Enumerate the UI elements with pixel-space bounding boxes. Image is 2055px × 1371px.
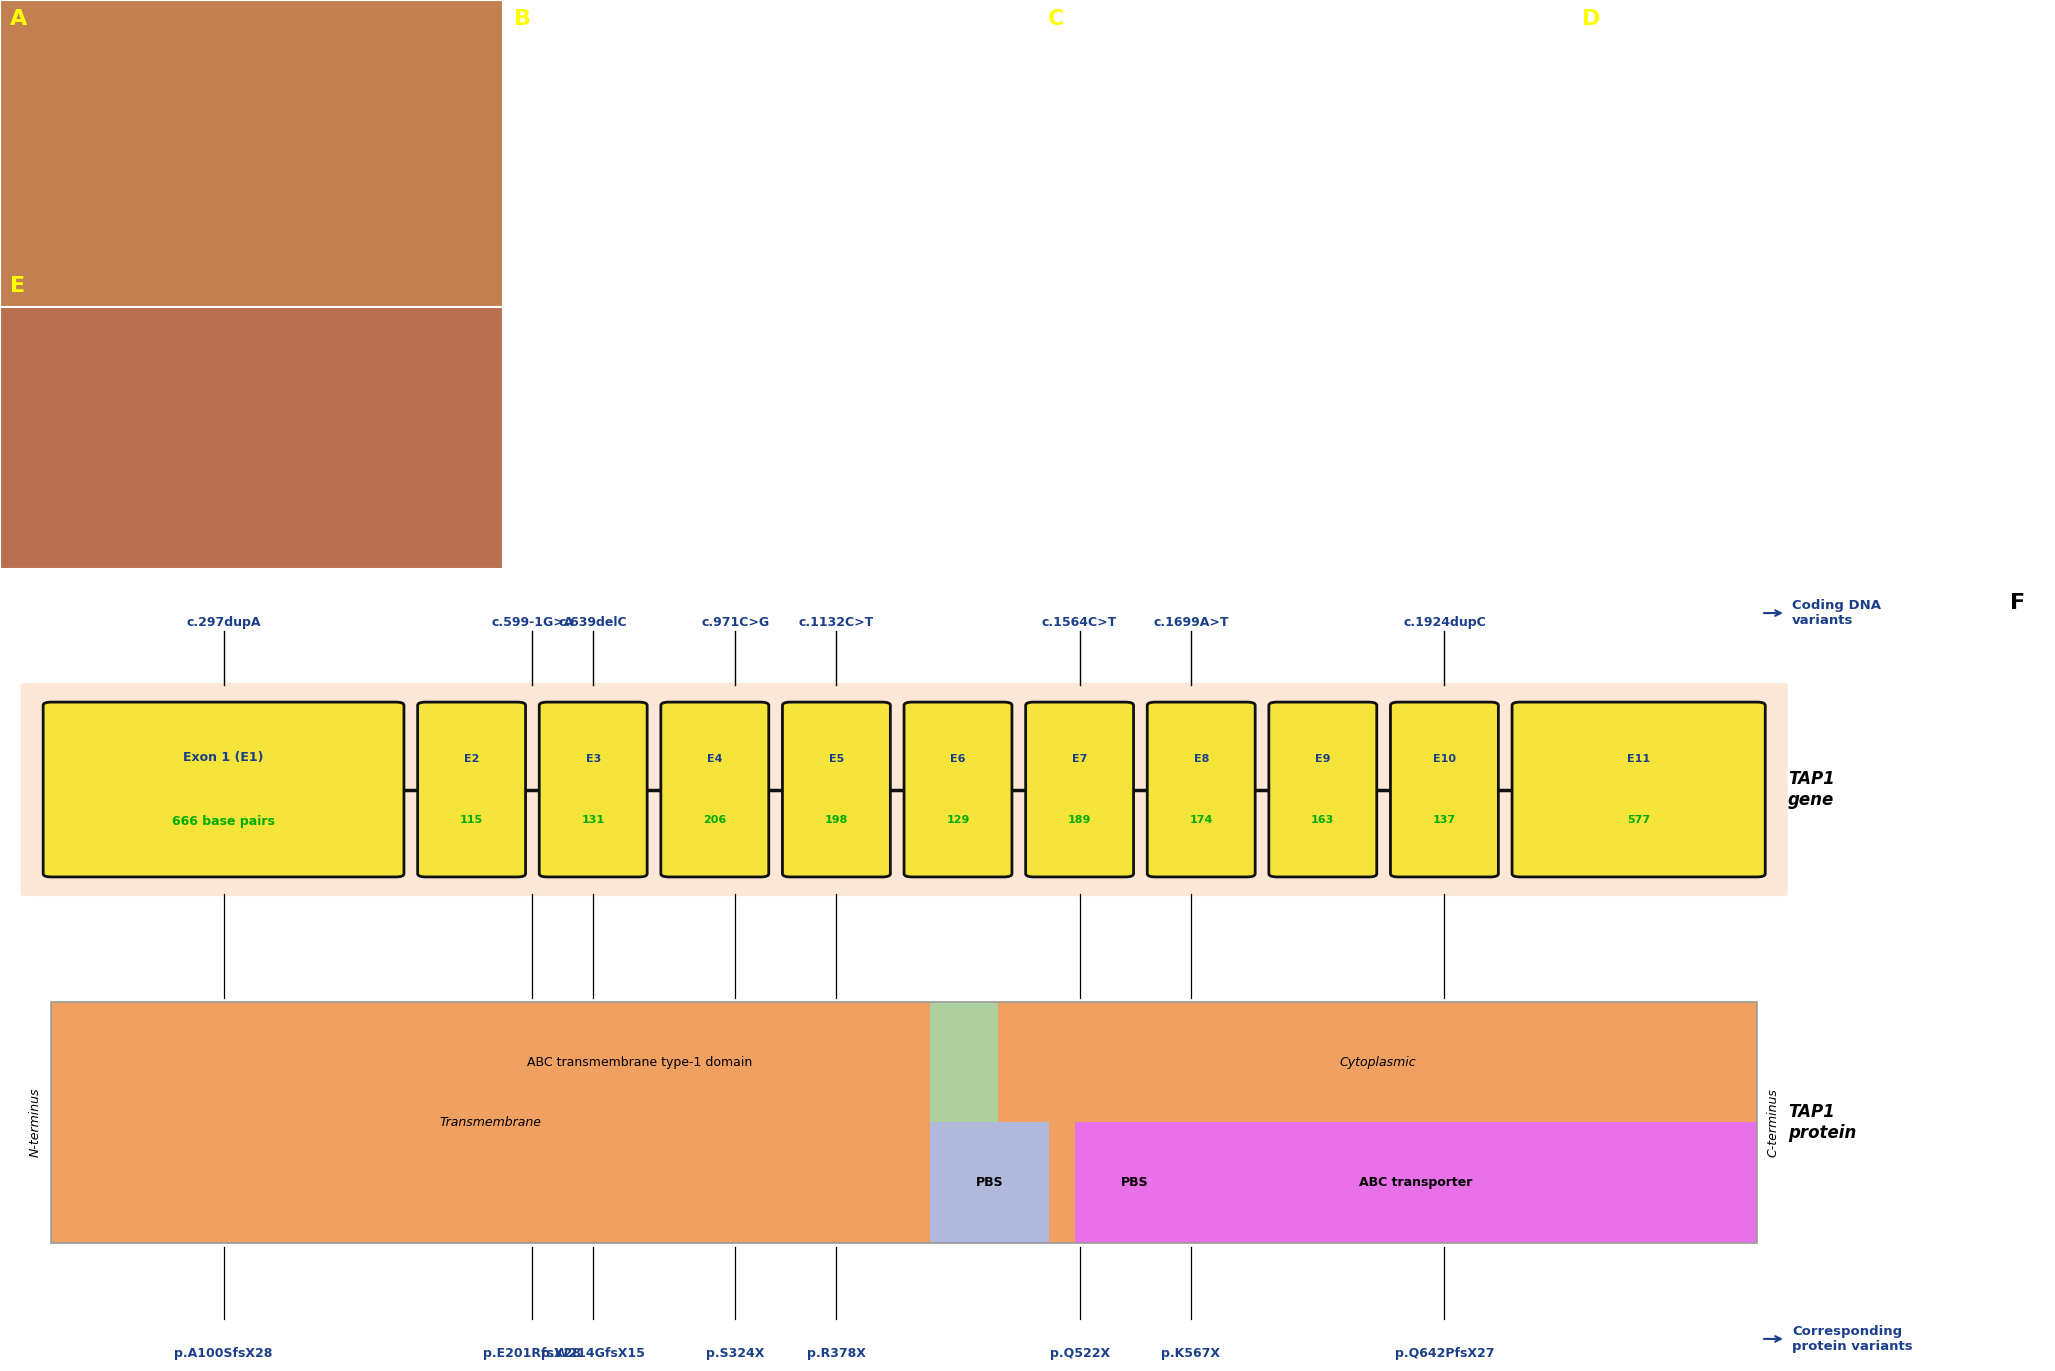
- Text: TAP1
gene: TAP1 gene: [1788, 771, 1835, 809]
- Text: E2: E2: [464, 754, 479, 764]
- Text: c.1564C>T: c.1564C>T: [1042, 616, 1118, 629]
- FancyBboxPatch shape: [1512, 702, 1765, 877]
- Bar: [1075, 1123, 1194, 1242]
- Text: Transmembrane: Transmembrane: [440, 1116, 543, 1128]
- Text: 115: 115: [460, 814, 483, 825]
- Text: C: C: [1048, 8, 1064, 29]
- Text: N-terminus: N-terminus: [29, 1087, 41, 1157]
- Text: c.639delC: c.639delC: [559, 616, 627, 629]
- Text: p.K567X: p.K567X: [1161, 1346, 1221, 1360]
- FancyBboxPatch shape: [662, 702, 769, 877]
- FancyBboxPatch shape: [1025, 702, 1134, 877]
- FancyBboxPatch shape: [1147, 702, 1256, 877]
- Text: c.1699A>T: c.1699A>T: [1153, 616, 1229, 629]
- Text: E5: E5: [828, 754, 845, 764]
- Text: C-terminus: C-terminus: [1767, 1089, 1780, 1157]
- Text: E3: E3: [586, 754, 600, 764]
- Text: p.Q642PfsX27: p.Q642PfsX27: [1395, 1346, 1494, 1360]
- Text: 129: 129: [945, 814, 970, 825]
- Text: E8: E8: [1194, 754, 1208, 764]
- Text: E7: E7: [1073, 754, 1087, 764]
- Text: ABC transmembrane type-1 domain: ABC transmembrane type-1 domain: [528, 1056, 752, 1069]
- Text: PBS: PBS: [1120, 1176, 1149, 1189]
- Text: 163: 163: [1311, 814, 1334, 825]
- Text: 666 base pairs: 666 base pairs: [173, 816, 275, 828]
- Text: F: F: [2010, 594, 2024, 613]
- FancyBboxPatch shape: [904, 702, 1011, 877]
- Text: Exon 1 (E1): Exon 1 (E1): [183, 751, 263, 764]
- Text: 206: 206: [703, 814, 725, 825]
- Text: Cytoplasmic: Cytoplasmic: [1340, 1056, 1416, 1069]
- Text: c.1924dupC: c.1924dupC: [1404, 616, 1486, 629]
- Bar: [282, 1002, 999, 1123]
- Text: p.A100SfsX28: p.A100SfsX28: [175, 1346, 273, 1360]
- Text: 137: 137: [1432, 814, 1457, 825]
- Text: PBS: PBS: [976, 1176, 1003, 1189]
- Text: c.1132C>T: c.1132C>T: [799, 616, 873, 629]
- FancyBboxPatch shape: [1268, 702, 1377, 877]
- Text: B: B: [514, 8, 530, 29]
- FancyBboxPatch shape: [21, 683, 1788, 897]
- Text: A: A: [10, 8, 27, 29]
- Bar: [51, 1002, 929, 1242]
- Text: E10: E10: [1432, 754, 1455, 764]
- Text: 198: 198: [824, 814, 849, 825]
- Text: Coding DNA
variants: Coding DNA variants: [1792, 599, 1880, 627]
- Text: 174: 174: [1190, 814, 1212, 825]
- FancyBboxPatch shape: [783, 702, 890, 877]
- Text: 131: 131: [582, 814, 604, 825]
- FancyBboxPatch shape: [538, 702, 647, 877]
- Bar: [0, 0, 503, 307]
- Text: 577: 577: [1628, 814, 1650, 825]
- Bar: [929, 1123, 1050, 1242]
- FancyBboxPatch shape: [1391, 702, 1498, 877]
- Text: c.297dupA: c.297dupA: [187, 616, 261, 629]
- Text: p.Q522X: p.Q522X: [1050, 1346, 1110, 1360]
- Text: c.971C>G: c.971C>G: [701, 616, 769, 629]
- Bar: [0, 307, 503, 569]
- Text: E: E: [10, 276, 25, 296]
- Text: 189: 189: [1069, 814, 1091, 825]
- Text: ABC transporter: ABC transporter: [1358, 1176, 1473, 1189]
- Text: E9: E9: [1315, 754, 1330, 764]
- Text: p.S324X: p.S324X: [707, 1346, 764, 1360]
- Text: c.599-1G>A: c.599-1G>A: [491, 616, 573, 629]
- Bar: [51, 1002, 1757, 1242]
- Bar: [1075, 1123, 1757, 1242]
- Text: p.R378X: p.R378X: [808, 1346, 865, 1360]
- Text: D: D: [1582, 8, 1601, 29]
- Text: E6: E6: [949, 754, 966, 764]
- FancyBboxPatch shape: [417, 702, 526, 877]
- Text: p.E201RfsX28: p.E201RfsX28: [483, 1346, 582, 1360]
- Text: E4: E4: [707, 754, 723, 764]
- Text: E11: E11: [1628, 754, 1650, 764]
- FancyBboxPatch shape: [43, 702, 405, 877]
- Text: p.W214GfsX15: p.W214GfsX15: [540, 1346, 645, 1360]
- Text: Corresponding
protein variants: Corresponding protein variants: [1792, 1324, 1913, 1353]
- Bar: [999, 1002, 1757, 1123]
- Text: TAP1
protein: TAP1 protein: [1788, 1102, 1856, 1142]
- Bar: [51, 1002, 1757, 1242]
